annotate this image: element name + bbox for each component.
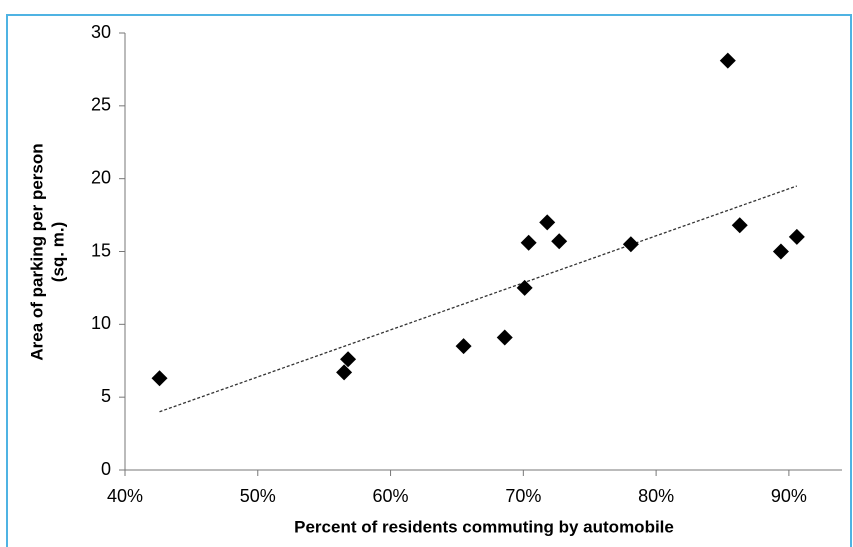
frame	[6, 14, 852, 547]
point	[336, 364, 353, 381]
point	[340, 351, 357, 368]
point	[622, 236, 639, 253]
y-tick-label: 20	[91, 167, 111, 187]
point	[516, 279, 533, 296]
point	[772, 243, 789, 260]
y-tick-label: 0	[101, 459, 111, 479]
y-tick-label: 5	[101, 386, 111, 406]
x-tick-label: 40%	[107, 486, 143, 506]
trendline	[159, 185, 798, 413]
y-tick-label: 30	[91, 22, 111, 42]
point	[520, 234, 537, 251]
y-tick-label: 25	[91, 95, 111, 115]
point	[455, 338, 472, 355]
point	[151, 370, 168, 387]
y-axis-title-line: (sq. m.)	[48, 222, 67, 282]
x-tick-label: 50%	[240, 486, 276, 506]
y-axis-title: Area of parking per person (sq. m.)	[27, 143, 67, 360]
y-tick-label: 10	[91, 313, 111, 333]
point	[539, 214, 556, 231]
x-tick-label: 90%	[771, 486, 807, 506]
y-tick-label: 15	[91, 240, 111, 260]
x-tick-label: 70%	[505, 486, 541, 506]
point	[496, 329, 513, 346]
x-tick-label: 60%	[373, 486, 409, 506]
x-axis-title: Percent of residents commuting by automo…	[294, 517, 674, 536]
x-tick-label: 80%	[638, 486, 674, 506]
point	[788, 228, 805, 245]
point	[719, 52, 736, 69]
y-axis-title-line: Area of parking per person	[27, 143, 46, 360]
point	[731, 217, 748, 234]
point	[551, 233, 568, 250]
